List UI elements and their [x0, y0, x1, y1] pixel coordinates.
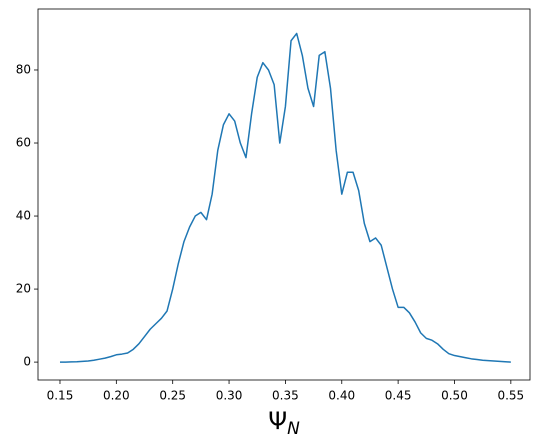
x-tick-label: 0.40 [328, 389, 355, 403]
y-tick-label: 40 [16, 209, 31, 223]
x-tick-label: 0.50 [441, 389, 468, 403]
axes-frame [37, 8, 531, 381]
y-tick-label: 20 [16, 282, 31, 296]
x-label-subscript: N [287, 419, 300, 439]
x-tick-label: 0.55 [497, 389, 524, 403]
x-tick-label: 0.15 [47, 389, 74, 403]
x-axis-label: ΨN [268, 407, 300, 439]
y-tick-label: 0 [23, 355, 31, 369]
data-line [59, 32, 511, 363]
x-tick-label: 0.45 [385, 389, 412, 403]
y-tick-label: 80 [16, 62, 31, 76]
x-tick-label: 0.20 [103, 389, 130, 403]
x-label-symbol: Ψ [268, 407, 287, 435]
x-tick-label: 0.25 [159, 389, 186, 403]
x-tick-label: 0.30 [216, 389, 243, 403]
y-tick-label: 60 [16, 136, 31, 150]
x-tick-label: 0.35 [272, 389, 299, 403]
